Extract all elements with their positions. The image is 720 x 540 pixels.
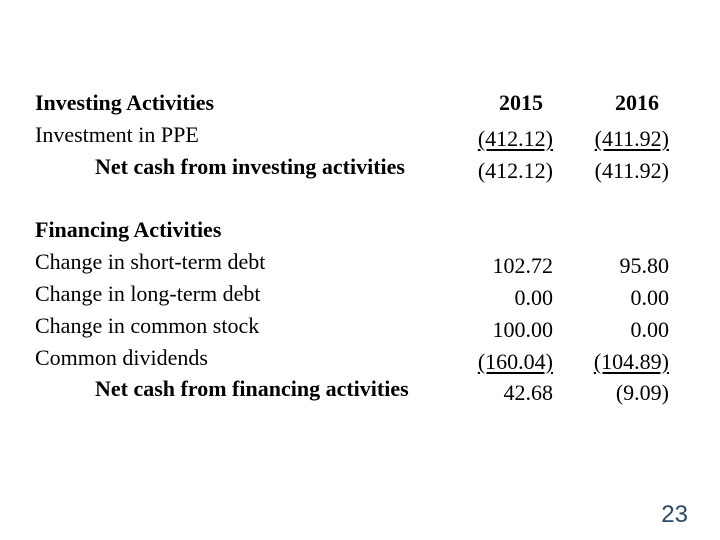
column-header-2015: 2015 xyxy=(499,90,543,115)
row-label: Change in short-term debt xyxy=(35,249,266,275)
table-row-common-dividends: Common dividends (160.04) (104.89) xyxy=(35,342,671,374)
value-2016: (9.09) xyxy=(615,380,669,406)
table-row-common-stock: Change in common stock 100.00 0.00 xyxy=(35,310,671,342)
section-gap xyxy=(35,182,671,214)
value-2016: 0.00 xyxy=(630,316,670,342)
value-2016: (411.92) xyxy=(594,125,669,151)
table-header-row: Investing Activities 2015 2016 xyxy=(35,87,671,119)
value-2015: 42.68 xyxy=(503,380,554,406)
table-row-short-term-debt: Change in short-term debt 102.72 95.80 xyxy=(35,246,671,278)
value-2015: (412.12) xyxy=(477,157,553,183)
table-row-long-term-debt: Change in long-term debt 0.00 0.00 xyxy=(35,278,671,310)
section-title-financing: Financing Activities xyxy=(35,217,222,243)
value-2016: (411.92) xyxy=(594,157,669,183)
value-2015: 102.72 xyxy=(492,253,554,279)
value-2015: 0.00 xyxy=(514,284,554,310)
cash-flow-statement: Investing Activities 2015 2016 Investmen… xyxy=(35,87,671,405)
slide-page-number: 23 xyxy=(661,501,688,528)
row-label: Common dividends xyxy=(35,344,208,370)
value-2015 xyxy=(455,218,555,250)
row-label: Net cash from investing activities xyxy=(95,153,405,179)
section-title-investing: Investing Activities xyxy=(35,90,215,115)
row-label: Change in long-term debt xyxy=(35,280,261,306)
value-2016: 0.00 xyxy=(630,284,670,310)
row-label: Change in common stock xyxy=(35,312,260,338)
value-2016: (104.89) xyxy=(593,348,669,374)
value-2016: 95.80 xyxy=(619,253,670,279)
value-2016 xyxy=(555,218,671,250)
value-2015: 100.00 xyxy=(492,316,554,342)
row-label: Investment in PPE xyxy=(35,121,199,147)
row-label: Net cash from financing activities xyxy=(95,376,409,402)
section-header-financing: Financing Activities xyxy=(35,214,671,246)
value-2015: (412.12) xyxy=(477,125,553,151)
column-header-2016: 2016 xyxy=(615,90,659,115)
value-2015: (160.04) xyxy=(477,348,553,374)
table-row-investment-in-ppe: Investment in PPE (412.12) (411.92) xyxy=(35,119,671,151)
table-row-net-financing: Net cash from financing activities 42.68… xyxy=(35,373,671,405)
table-row-net-investing: Net cash from investing activities (412.… xyxy=(35,151,671,183)
